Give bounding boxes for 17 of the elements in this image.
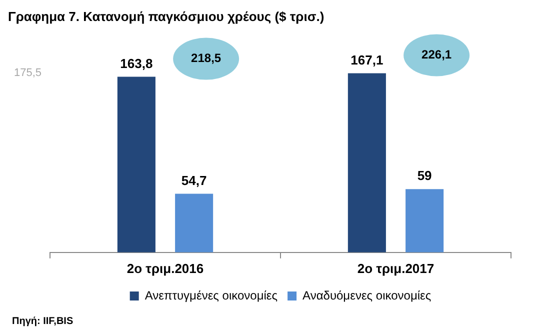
total-label: 226,1	[422, 48, 452, 62]
bar	[348, 73, 386, 252]
x-tick-label: 2ο τριμ.2017	[357, 260, 434, 276]
bar	[117, 76, 156, 252]
text: Πηγή: IIF,BIS	[12, 316, 74, 327]
bar	[406, 189, 444, 252]
data-label: 59	[417, 168, 432, 184]
text: 175,5	[14, 67, 42, 79]
data-label: 54,7	[181, 172, 207, 188]
x-tick-label: 2ο τριμ.2016	[126, 260, 204, 276]
chart-title: Γραφημα 7. Κατανομή παγκόσμιου χρέους ($ τρισ.)	[7, 8, 326, 26]
legend-label: Ανεπτυγμένες οικονομίες	[144, 288, 278, 302]
total-label: 218,5	[191, 51, 222, 66]
data-label: 167,1	[350, 52, 384, 68]
bar	[175, 194, 214, 252]
data-label: 163,8	[120, 56, 153, 71]
legend-label: Αναδυόμενες οικονομίες	[302, 288, 432, 302]
